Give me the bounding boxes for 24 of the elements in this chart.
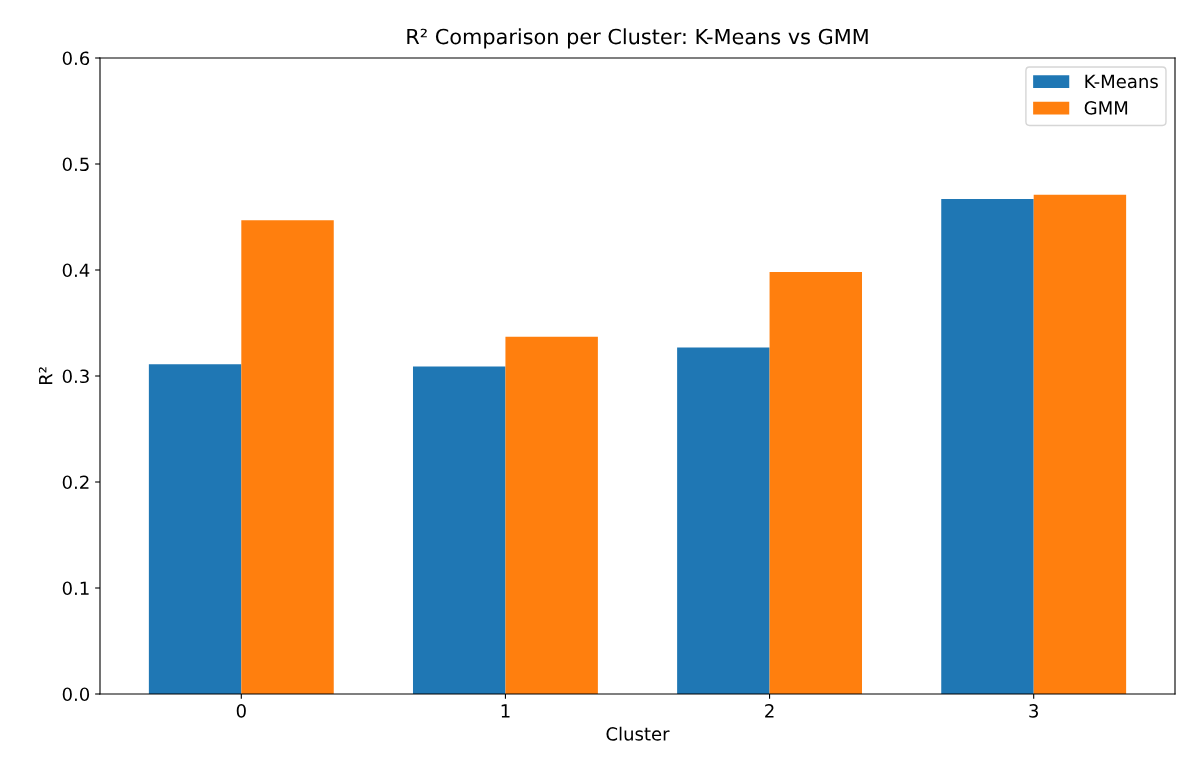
x-axis-title: Cluster [606,726,670,741]
y-tick-label: 0.2 [62,475,89,490]
legend-label: K-Means [1085,74,1158,89]
y-tick-label: 0.3 [62,369,89,384]
bar [412,366,506,694]
bar [769,272,863,694]
x-tick-label: 3 [1029,704,1038,718]
legend-label: GMM [1084,101,1128,115]
y-tick-label: 0.6 [62,51,90,66]
x-tick-label: 0 [236,704,246,718]
x-tick-label: 2 [765,704,774,718]
bar [505,336,598,694]
y-tick-label: 0.4 [62,263,90,278]
bar [941,198,1034,694]
y-axis-title: R² [38,367,53,385]
bar [677,347,770,694]
bar [1033,194,1127,694]
y-tick-label: 0.5 [62,157,89,172]
x-tick-label: 1 [501,704,510,718]
y-tick-label: 0.1 [62,581,89,596]
bar [148,364,242,694]
y-tick-label: 0.0 [62,687,90,702]
chart-title: R² Comparison per Cluster: K-Means vs GMM [407,28,868,49]
bar [241,220,334,694]
